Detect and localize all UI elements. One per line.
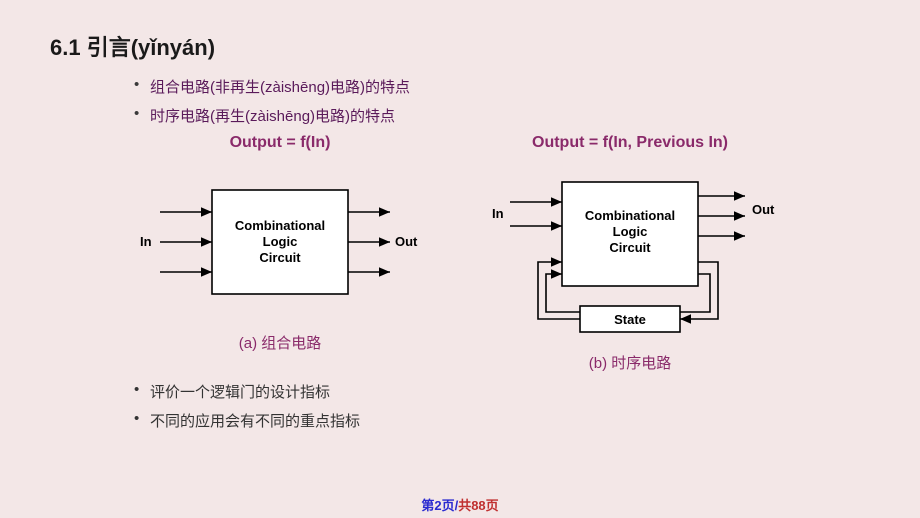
out-label: Out (395, 234, 418, 249)
box-line: Logic (613, 224, 648, 239)
diagram-a: Output = f(In) Combinational Logic Circu… (130, 134, 430, 373)
caption-a: (a) 组合电路 (239, 332, 322, 353)
box-line: Circuit (609, 240, 651, 255)
bullet-item: 评价一个逻辑门的设计指标 (150, 381, 870, 402)
page-total: 共88页 (458, 498, 498, 513)
slide: 6.1 引言(yǐnyán) 组合电路(非再生(zàishēng)电路)的特点 … (0, 0, 920, 518)
combinational-diagram: Combinational Logic Circuit In Out (130, 162, 430, 322)
equation-b: Output = f(In, Previous In) (532, 134, 728, 152)
bullet-item: 时序电路(再生(zàishēng)电路)的特点 (150, 105, 870, 126)
sequential-diagram: Combinational Logic Circuit State In Out (470, 162, 790, 342)
bullet-item: 组合电路(非再生(zàishēng)电路)的特点 (150, 76, 870, 97)
top-bullet-list: 组合电路(非再生(zàishēng)电路)的特点 时序电路(再生(zàishēn… (150, 76, 870, 126)
box-line: Circuit (259, 250, 301, 265)
box-line: Logic (263, 234, 298, 249)
bullet-item: 不同的应用会有不同的重点指标 (150, 410, 870, 431)
state-label: State (614, 312, 646, 327)
diagram-row: Output = f(In) Combinational Logic Circu… (50, 134, 870, 373)
in-label: In (492, 206, 504, 221)
section-title: 6.1 引言(yǐnyán) (50, 30, 870, 62)
equation-a: Output = f(In) (230, 134, 331, 152)
page-current: 第2页/ (421, 498, 458, 513)
bottom-bullet-list: 评价一个逻辑门的设计指标 不同的应用会有不同的重点指标 (150, 381, 870, 431)
diagram-b: Output = f(In, Previous In) Combinationa… (470, 134, 790, 373)
page-footer: 第2页/共88页 (0, 495, 920, 514)
box-line: Combinational (585, 208, 675, 223)
caption-b: (b) 时序电路 (589, 352, 672, 373)
out-label: Out (752, 202, 775, 217)
in-label: In (140, 234, 152, 249)
box-line: Combinational (235, 218, 325, 233)
